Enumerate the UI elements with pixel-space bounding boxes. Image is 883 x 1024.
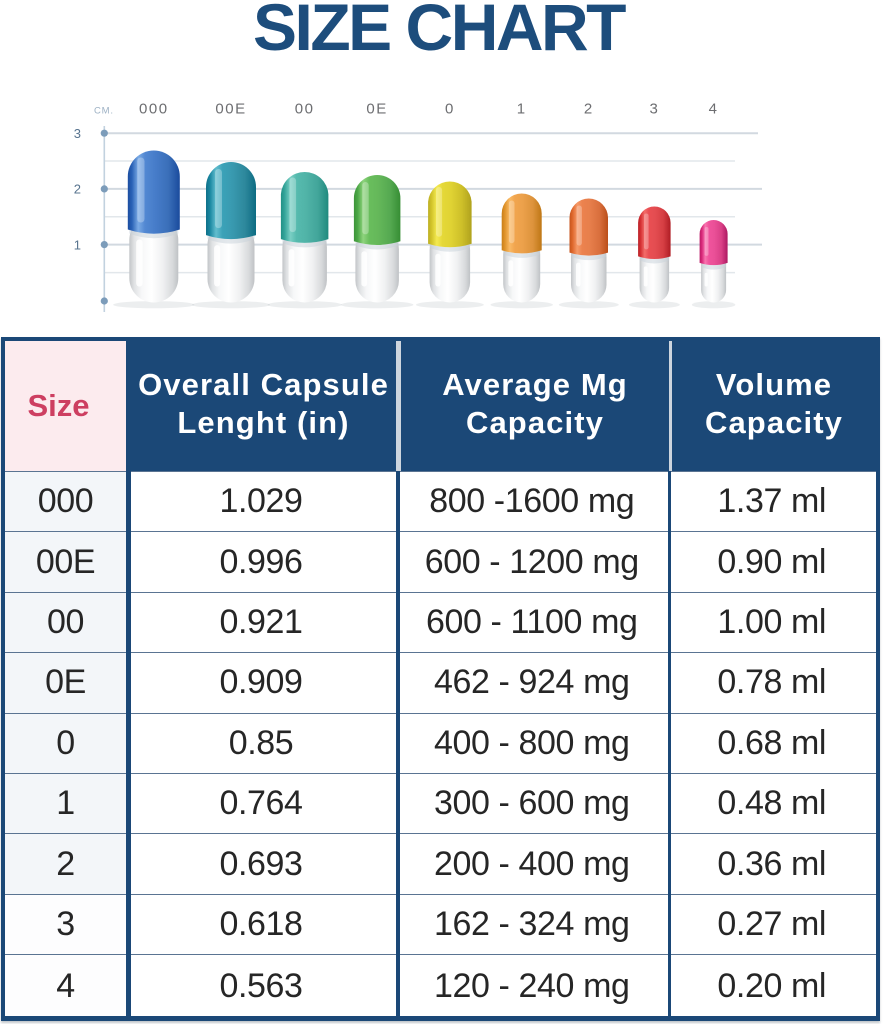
svg-text:0: 0: [445, 101, 455, 118]
svg-text:2: 2: [584, 101, 594, 118]
svg-text:3: 3: [74, 126, 81, 141]
svg-text:4: 4: [709, 101, 719, 118]
svg-text:00: 00: [295, 101, 315, 118]
svg-text:2: 2: [74, 182, 81, 197]
svg-text:1: 1: [74, 237, 81, 252]
svg-text:000: 000: [139, 101, 169, 118]
svg-text:3: 3: [649, 101, 659, 118]
svg-text:00E: 00E: [215, 101, 246, 118]
svg-text:CM.: CM.: [94, 106, 114, 117]
svg-text:0E: 0E: [366, 101, 387, 118]
svg-text:1: 1: [517, 101, 527, 118]
